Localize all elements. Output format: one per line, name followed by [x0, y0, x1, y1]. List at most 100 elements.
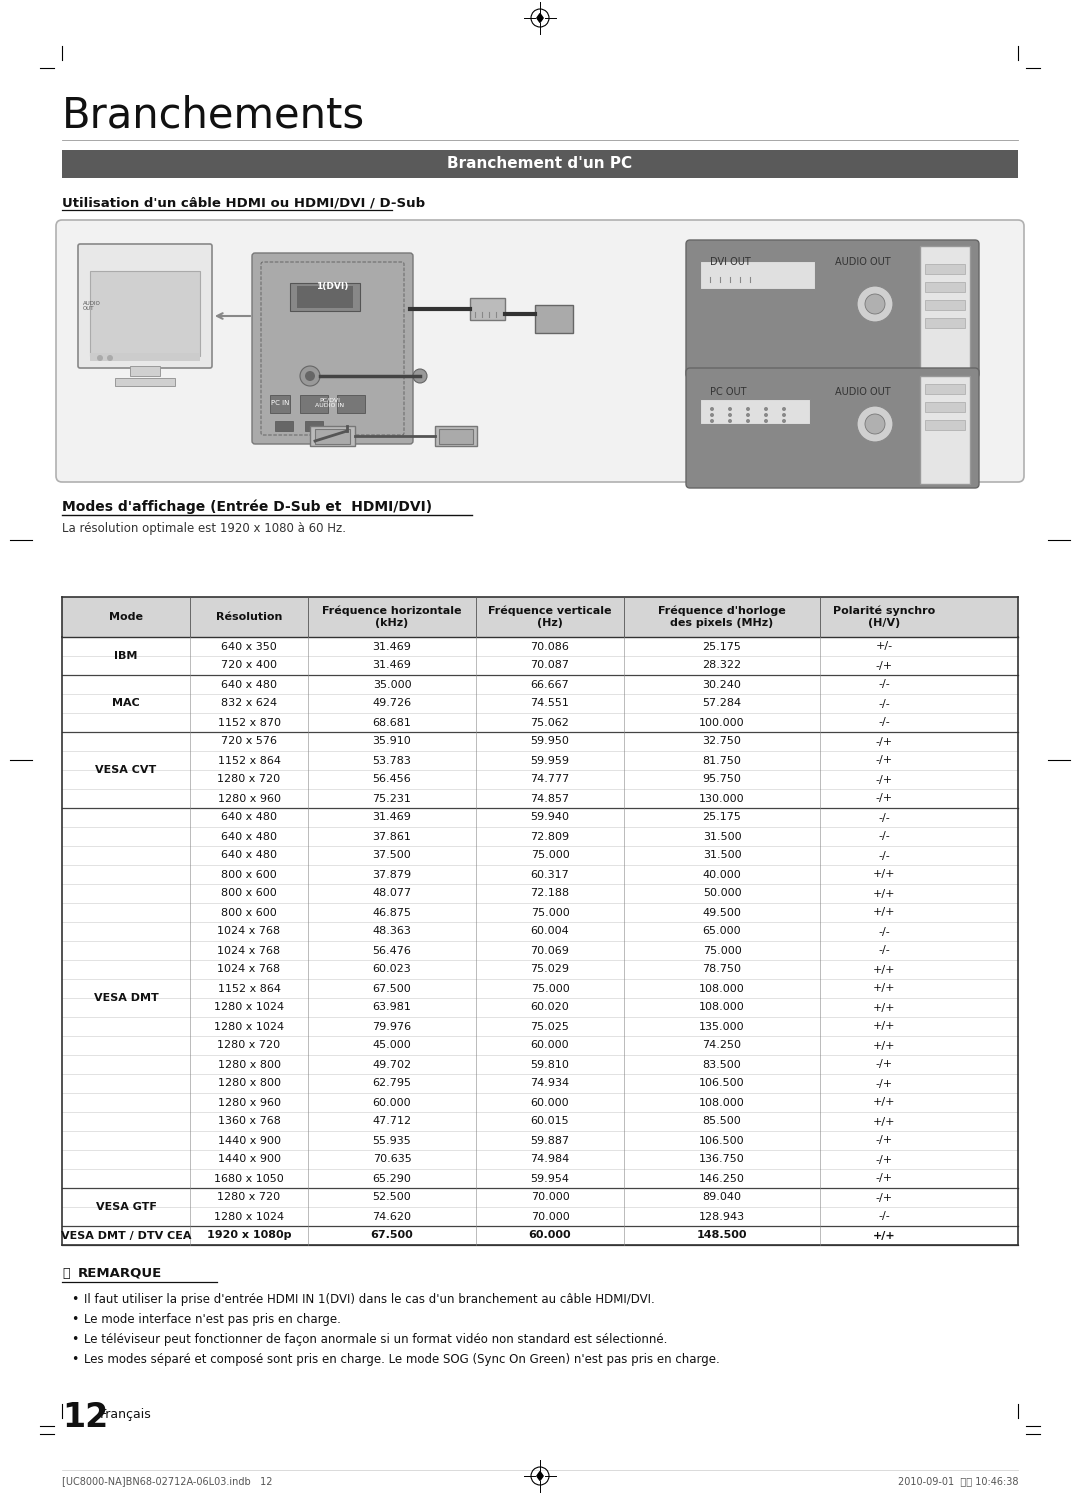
Circle shape: [710, 418, 714, 423]
Bar: [90, 353, 200, 362]
Text: 1440 x 900: 1440 x 900: [217, 1155, 281, 1164]
Text: Résolution: Résolution: [216, 613, 282, 622]
Text: +/-: +/-: [876, 641, 892, 651]
Text: 67.500: 67.500: [370, 1231, 414, 1240]
Text: PC/DVI
AUDIO IN: PC/DVI AUDIO IN: [315, 397, 345, 408]
Bar: [700, 399, 810, 424]
Text: 136.750: 136.750: [699, 1155, 745, 1164]
Text: 59.959: 59.959: [530, 756, 569, 765]
Circle shape: [107, 356, 113, 362]
Circle shape: [413, 369, 427, 382]
Text: 48.363: 48.363: [373, 926, 411, 937]
Text: +/+: +/+: [873, 1098, 895, 1107]
Circle shape: [782, 418, 786, 423]
Text: -/+: -/+: [876, 793, 892, 804]
Text: 59.950: 59.950: [530, 737, 569, 747]
Text: 1280 x 960: 1280 x 960: [217, 1098, 281, 1107]
Text: 146.250: 146.250: [699, 1173, 745, 1183]
Text: 78.750: 78.750: [702, 965, 742, 974]
Text: 640 x 480: 640 x 480: [221, 813, 276, 823]
Text: La résolution optimale est 1920 x 1080 à 60 Hz.: La résolution optimale est 1920 x 1080 à…: [62, 521, 346, 535]
Circle shape: [728, 412, 732, 417]
Text: 74.250: 74.250: [702, 1040, 742, 1050]
Bar: [305, 421, 323, 430]
Bar: [924, 420, 966, 430]
Text: •: •: [71, 1333, 79, 1346]
Text: VESA DMT / DTV CEA: VESA DMT / DTV CEA: [60, 1231, 191, 1240]
Text: 68.681: 68.681: [373, 717, 411, 728]
Text: 1280 x 720: 1280 x 720: [217, 1192, 281, 1203]
Text: Fréquence horizontale
(kHz): Fréquence horizontale (kHz): [322, 607, 462, 627]
Circle shape: [865, 414, 885, 433]
FancyBboxPatch shape: [252, 252, 413, 444]
Text: 52.500: 52.500: [373, 1192, 411, 1203]
Text: 12: 12: [62, 1401, 108, 1434]
Text: 108.000: 108.000: [699, 1002, 745, 1013]
Bar: [438, 429, 473, 444]
Text: 59.810: 59.810: [530, 1059, 569, 1070]
Text: Le téléviseur peut fonctionner de façon anormale si un format vidéo non standard: Le téléviseur peut fonctionner de façon …: [84, 1333, 667, 1346]
Text: 56.476: 56.476: [373, 946, 411, 956]
Text: 60.000: 60.000: [530, 1098, 569, 1107]
Text: 40.000: 40.000: [703, 870, 741, 880]
Text: 75.000: 75.000: [530, 850, 569, 861]
Text: 75.231: 75.231: [373, 793, 411, 804]
Text: 800 x 600: 800 x 600: [221, 907, 276, 917]
Text: VESA GTF: VESA GTF: [95, 1203, 157, 1212]
Bar: [337, 394, 365, 412]
Text: 31.469: 31.469: [373, 813, 411, 823]
Text: 100.000: 100.000: [699, 717, 745, 728]
Text: 1920 x 1080p: 1920 x 1080p: [206, 1231, 292, 1240]
Bar: [435, 426, 477, 447]
Bar: [275, 421, 293, 430]
Text: 75.025: 75.025: [530, 1022, 569, 1031]
Text: 95.750: 95.750: [703, 774, 742, 784]
Text: 37.861: 37.861: [373, 832, 411, 841]
Text: 1152 x 864: 1152 x 864: [217, 756, 281, 765]
Text: 1280 x 1024: 1280 x 1024: [214, 1002, 284, 1013]
Bar: [924, 300, 966, 309]
Text: 74.777: 74.777: [530, 774, 569, 784]
Text: 53.783: 53.783: [373, 756, 411, 765]
Text: 1280 x 720: 1280 x 720: [217, 1040, 281, 1050]
Circle shape: [746, 406, 750, 411]
Text: 48.077: 48.077: [373, 889, 411, 898]
Text: 72.809: 72.809: [530, 832, 569, 841]
Text: -/+: -/+: [876, 660, 892, 671]
Text: Il faut utiliser la prise d'entrée HDMI IN 1(DVI) dans le cas d'un branchement a: Il faut utiliser la prise d'entrée HDMI …: [84, 1292, 654, 1306]
Text: +/+: +/+: [873, 1116, 895, 1126]
Text: 640 x 480: 640 x 480: [221, 680, 276, 690]
Text: 37.879: 37.879: [373, 870, 411, 880]
Text: Mode: Mode: [109, 613, 143, 622]
Text: 37.500: 37.500: [373, 850, 411, 861]
FancyBboxPatch shape: [686, 241, 978, 378]
Text: 74.620: 74.620: [373, 1212, 411, 1222]
Bar: [535, 305, 573, 333]
Text: 832 x 624: 832 x 624: [221, 699, 278, 708]
Text: 46.875: 46.875: [373, 907, 411, 917]
Text: 31.500: 31.500: [703, 832, 741, 841]
Text: 🔍: 🔍: [62, 1267, 69, 1280]
Bar: [62, 598, 1018, 636]
Text: 1024 x 768: 1024 x 768: [217, 965, 281, 974]
Text: 31.500: 31.500: [703, 850, 741, 861]
Text: 640 x 350: 640 x 350: [221, 641, 276, 651]
Text: 57.284: 57.284: [702, 699, 742, 708]
Bar: [924, 384, 966, 394]
Text: 56.456: 56.456: [373, 774, 411, 784]
Text: Branchement d'un PC: Branchement d'un PC: [447, 157, 633, 172]
Text: AUDIO OUT: AUDIO OUT: [835, 387, 891, 397]
Text: 60.015: 60.015: [530, 1116, 569, 1126]
Text: 35.910: 35.910: [373, 737, 411, 747]
Text: +/+: +/+: [873, 1022, 895, 1031]
Text: +/+: +/+: [873, 1040, 895, 1050]
Text: 1680 x 1050: 1680 x 1050: [214, 1173, 284, 1183]
Text: AUDIO
OUT: AUDIO OUT: [83, 300, 100, 311]
Text: Fréquence verticale
(Hz): Fréquence verticale (Hz): [488, 607, 611, 627]
Bar: [130, 366, 160, 376]
Text: 800 x 600: 800 x 600: [221, 870, 276, 880]
Circle shape: [710, 406, 714, 411]
Text: 800 x 600: 800 x 600: [221, 889, 276, 898]
Text: +/+: +/+: [873, 965, 895, 974]
Text: 74.934: 74.934: [530, 1079, 569, 1089]
